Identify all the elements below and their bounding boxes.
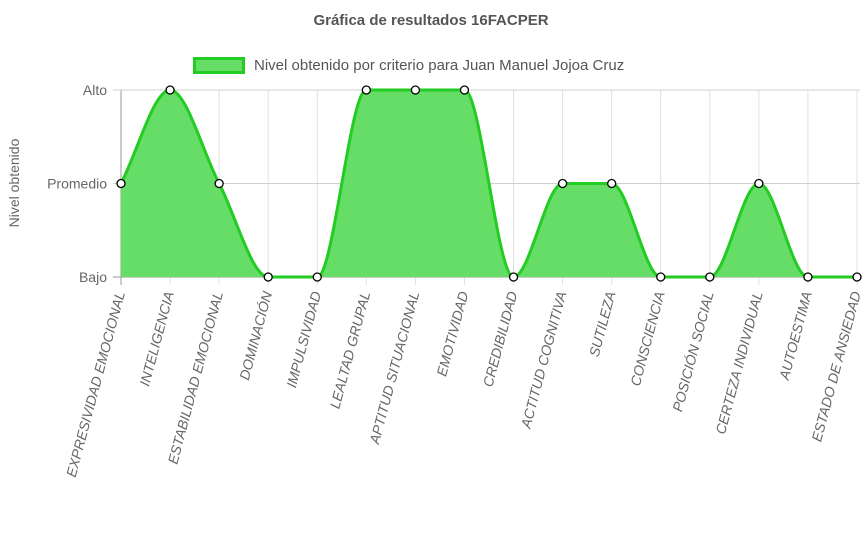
data-point[interactable] [852, 272, 862, 282]
x-tick-label: POSICIÓN SOCIAL [669, 290, 716, 414]
data-point[interactable] [116, 178, 126, 189]
legend[interactable]: Nivel obtenido por criterio para Juan Ma… [193, 57, 624, 74]
data-point[interactable] [312, 272, 322, 282]
y-tick-label: Alto [83, 82, 107, 98]
x-tick-label: EMOTIVIDAD [433, 290, 471, 378]
data-point[interactable] [459, 85, 470, 95]
data-point[interactable] [410, 85, 421, 95]
data-point[interactable] [165, 85, 175, 95]
x-tick-label: LEALTAD GRUPAL [327, 290, 374, 411]
data-point[interactable] [754, 178, 764, 189]
x-tick-label: SUTILEZA [586, 290, 619, 359]
data-point[interactable] [263, 272, 273, 282]
series-line [119, 88, 857, 279]
data-point[interactable] [214, 178, 224, 189]
data-point[interactable] [656, 272, 666, 282]
x-tick-label: APTITUD SITUACIONAL [366, 290, 422, 447]
data-point[interactable] [803, 272, 813, 282]
chart-title: Gráfica de resultados 16FACPER [313, 12, 549, 29]
x-tick-label: AUTOESTIMA [776, 290, 815, 383]
data-point[interactable] [557, 178, 568, 189]
x-tick-label: INTELIGENCIA [136, 290, 177, 388]
y-tick-label: Bajo [79, 269, 107, 285]
legend-swatch [193, 57, 245, 74]
x-tick-label: EXPRESIVIDAD EMOCIONAL [63, 290, 128, 479]
x-tick-label: CREDIBILIDAD [480, 290, 521, 389]
data-point[interactable] [508, 272, 519, 282]
x-tick-label: ESTADO DE ANSIEDAD [808, 290, 862, 444]
x-tick-label: ESTABILIDAD EMOCIONAL [165, 290, 227, 466]
y-tick-label: Promedio [47, 176, 107, 192]
data-point[interactable] [607, 178, 617, 189]
x-tick-label: DOMINACIÓN [236, 289, 275, 382]
x-tick-label: CONSCIENCIA [627, 290, 668, 388]
data-point[interactable] [705, 272, 715, 282]
data-point[interactable] [361, 85, 371, 95]
x-tick-label: CERTEZA INDIVIDUAL [712, 290, 766, 436]
x-tick-label: ACTITUD COGNITIVA [517, 290, 569, 431]
x-tick-label: IMPULSIVIDAD [283, 290, 324, 390]
legend-label: Nivel obtenido por criterio para Juan Ma… [254, 57, 625, 74]
